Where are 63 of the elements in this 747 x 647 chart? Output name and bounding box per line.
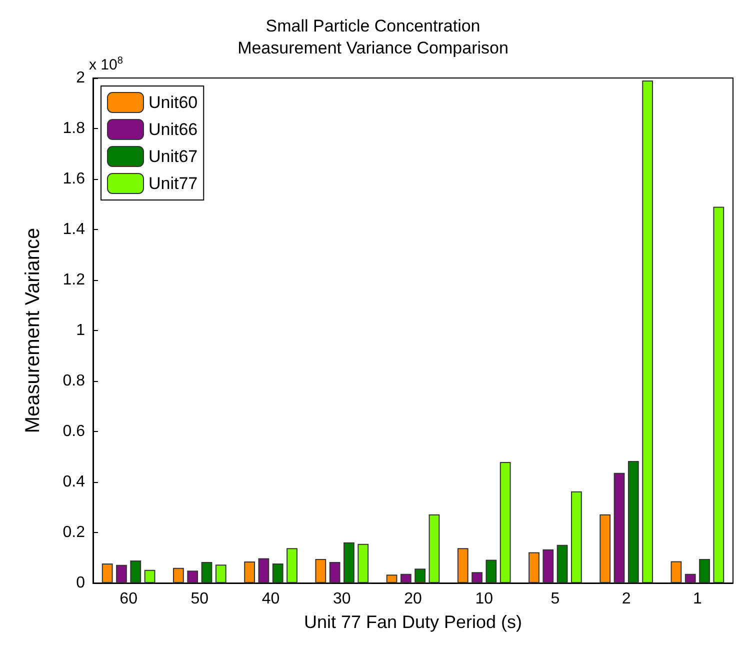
bar	[457, 548, 468, 583]
y-axis-title: Measurement Variance	[22, 228, 44, 434]
bar	[556, 544, 568, 583]
bar	[600, 514, 611, 583]
bar	[628, 461, 639, 583]
bar	[528, 552, 540, 583]
x-tick-label: 30	[332, 590, 351, 608]
x-tick-label: 50	[190, 590, 209, 608]
legend-label: Unit66	[148, 120, 198, 139]
y-tick-label: 0.6	[62, 423, 86, 440]
y-tick-label: 2	[76, 70, 86, 86]
bar	[315, 559, 326, 583]
bar	[215, 564, 226, 583]
bar	[670, 561, 682, 583]
bar	[713, 206, 724, 583]
bar	[414, 568, 426, 583]
bar	[344, 542, 354, 583]
x-tick-label: 1	[692, 590, 702, 608]
bar	[386, 574, 398, 583]
bar	[116, 564, 127, 583]
bar	[102, 564, 113, 583]
x-tick-label: 2	[622, 590, 631, 608]
x-tick-label: 10	[475, 590, 494, 608]
x-tick-label: 60	[120, 590, 138, 608]
bar	[684, 574, 696, 583]
bar	[258, 558, 270, 583]
y-tick-label: 1.6	[62, 170, 86, 188]
y-tick-label: 0.4	[62, 474, 86, 490]
bar	[144, 570, 156, 583]
bar	[642, 80, 653, 583]
y-tick-label: 0.2	[62, 524, 86, 541]
bar	[428, 514, 440, 583]
legend-label: Unit77	[148, 174, 198, 193]
bar	[486, 560, 497, 583]
bar	[329, 562, 340, 583]
chart-title: Small Particle Concentration Measurement Variance Comparison	[238, 16, 508, 58]
y-tick-label: 1	[76, 322, 86, 339]
bar	[571, 491, 582, 583]
bar	[542, 549, 554, 583]
bar	[130, 560, 142, 583]
bar	[614, 472, 625, 583]
bar	[500, 462, 511, 583]
y-tick-label: 0	[76, 574, 86, 592]
y-tick-label: 1.4	[62, 221, 86, 238]
y-tick-label: 0.8	[62, 372, 86, 390]
bar	[173, 568, 184, 583]
x-tick-label: 5	[550, 590, 560, 608]
x-tick-label: 40	[262, 590, 280, 608]
x-tick-label: 20	[404, 590, 422, 608]
bar	[187, 570, 198, 583]
x-axis-title: Unit 77 Fan Duty Period (s)	[304, 612, 522, 632]
bar	[400, 574, 412, 583]
bar	[272, 564, 284, 583]
bar	[472, 572, 482, 583]
y-tick-label: 1.2	[62, 272, 86, 288]
bar	[358, 544, 369, 583]
bar	[244, 562, 255, 583]
legend-label: Unit60	[148, 93, 198, 112]
y-tick-label: 1.8	[62, 120, 86, 137]
bar	[286, 548, 298, 583]
bar	[201, 562, 212, 583]
bar	[699, 559, 710, 583]
legend-label: Unit67	[148, 147, 198, 166]
